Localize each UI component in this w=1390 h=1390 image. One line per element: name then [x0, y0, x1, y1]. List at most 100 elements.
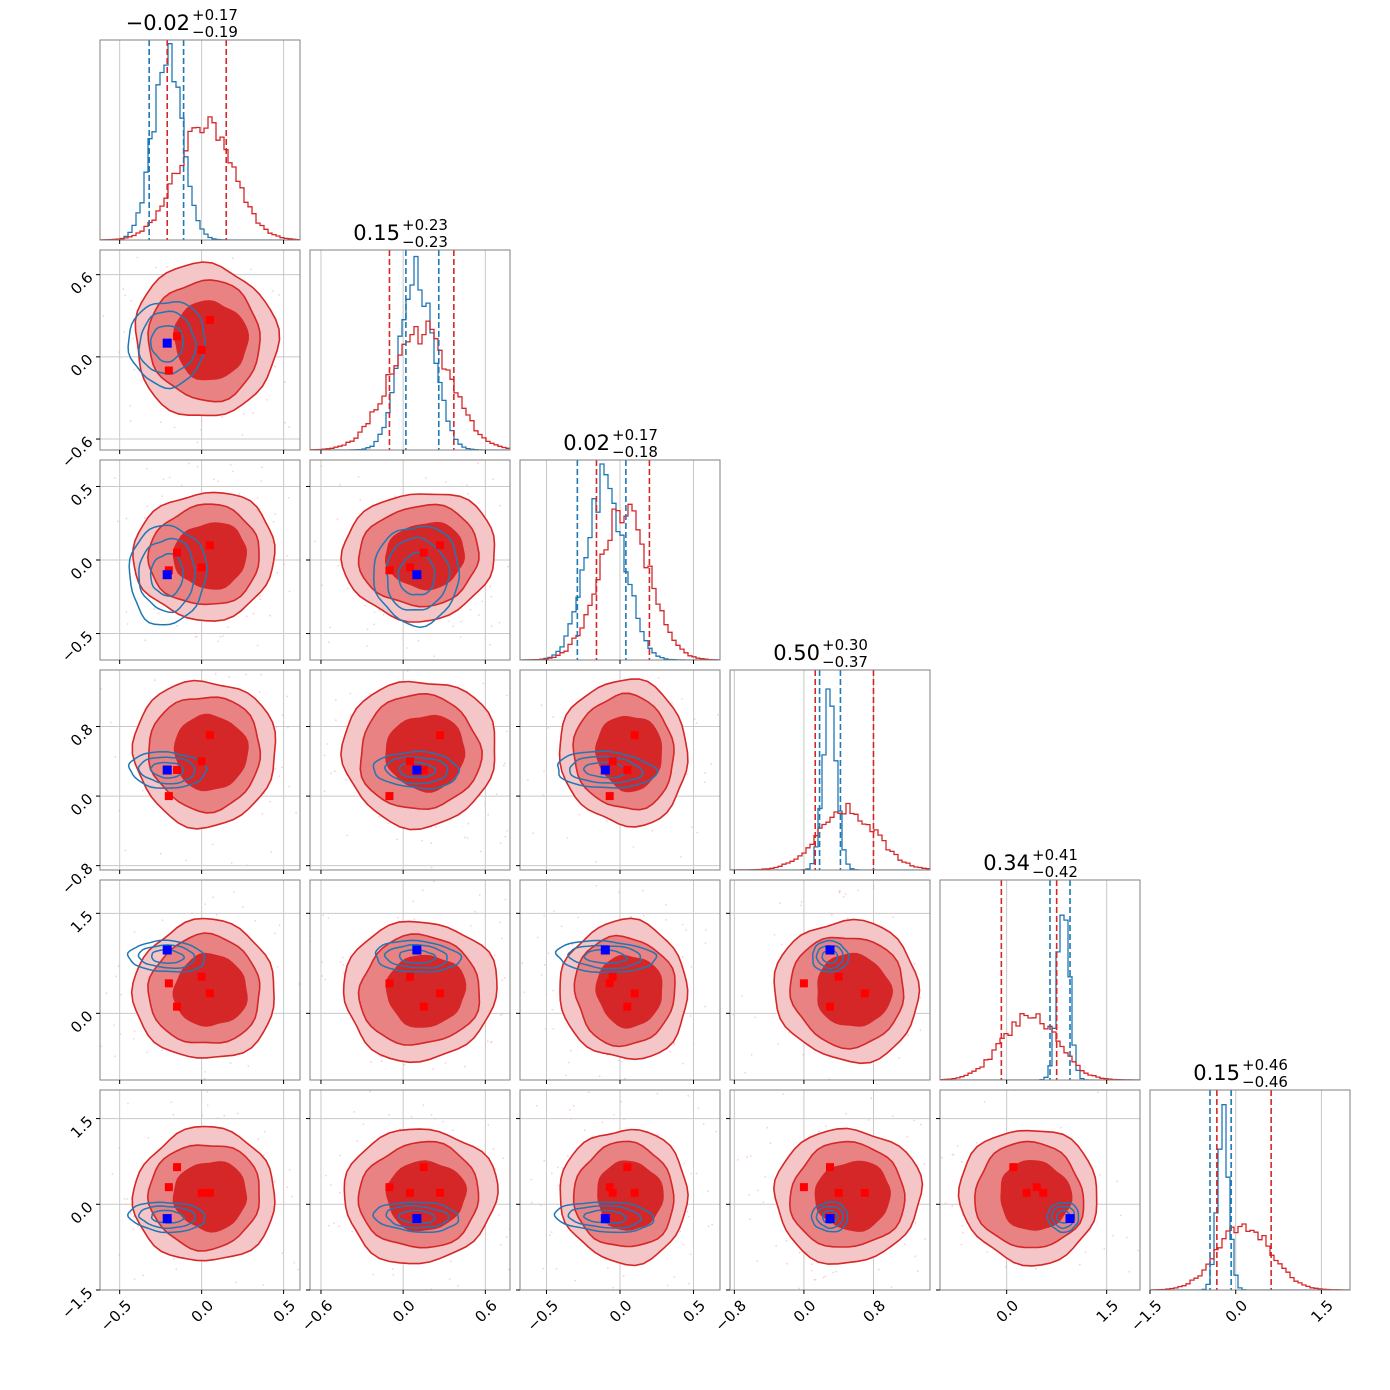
scatter-point [490, 625, 493, 628]
scatter-point [507, 565, 510, 568]
scatter-point [681, 923, 684, 926]
scatter-point [521, 962, 524, 965]
y-tick-label: 0.0 [67, 554, 97, 584]
blue-contour [138, 537, 196, 614]
scatter-point [117, 965, 120, 968]
blue-contour [815, 945, 844, 970]
blue-contour [556, 750, 659, 789]
panel-frame [939, 879, 1141, 1081]
scatter-point [408, 846, 410, 848]
scatter-point [535, 1104, 538, 1107]
scatter-point [161, 919, 164, 922]
scatter-point [528, 781, 530, 783]
scatter-point [330, 1184, 332, 1186]
scatter-point [598, 1075, 601, 1078]
scatter-point [530, 1201, 533, 1204]
scatter-point [305, 838, 307, 840]
param-title-median: 0.02 [563, 431, 610, 455]
scatter-point [448, 1278, 451, 1280]
scatter-point [262, 1154, 265, 1156]
scatter-point [549, 1234, 551, 1236]
scatter-point [180, 1071, 182, 1073]
scatter-point [278, 775, 281, 778]
scatter-point [132, 337, 135, 340]
param-title-minus: −0.46 [1242, 1073, 1288, 1091]
scatter-point [593, 873, 595, 875]
scatter-point [569, 1150, 571, 1152]
scatter-point [176, 625, 179, 627]
red-marker [1032, 1183, 1041, 1192]
scatter-point [450, 1260, 452, 1263]
blue-contour [583, 1209, 627, 1224]
red-marker [799, 979, 808, 988]
scatter-point [384, 1346, 386, 1348]
scatter-point [231, 257, 234, 260]
scatter-point [252, 412, 254, 414]
red-marker [164, 979, 173, 988]
scatter-point [274, 365, 276, 368]
diag-panel-0: −0.02 +0.17−0.19 [99, 6, 301, 244]
scatter-point [979, 979, 981, 981]
scatter-point [394, 495, 397, 498]
panel-3-1 [297, 669, 530, 874]
scatter-point [935, 1011, 937, 1013]
scatter-point [406, 647, 408, 649]
scatter-point [880, 814, 882, 816]
scatter-point [161, 495, 164, 497]
x-tick-label: −0.5 [524, 1296, 562, 1334]
scatter-point [780, 943, 783, 946]
scatter-point [1096, 1091, 1099, 1094]
red-marker [605, 979, 614, 988]
scatter-point [246, 864, 248, 867]
scatter-point [530, 1178, 533, 1181]
scatter-point [275, 726, 278, 728]
scatter-point [907, 1034, 909, 1037]
red-contour-inner [385, 714, 466, 793]
scatter-point [438, 1316, 440, 1318]
scatter-point [305, 762, 307, 764]
panel-frame [99, 879, 301, 1081]
blue-contour [149, 761, 184, 779]
scatter-point [146, 505, 149, 508]
scatter-point [544, 946, 546, 948]
scatter-point [286, 1186, 289, 1189]
panel-frame [99, 669, 301, 871]
x-tick-label: −1.5 [1127, 1296, 1165, 1334]
scatter-point [201, 1114, 204, 1117]
scatter-point [421, 889, 424, 891]
scatter-point [297, 747, 299, 749]
scatter-point [924, 1225, 926, 1227]
scatter-point [219, 635, 222, 638]
scatter-point [230, 862, 233, 864]
scatter-point [292, 531, 294, 533]
scatter-point [123, 330, 125, 333]
scatter-point [532, 832, 534, 835]
scatter-point [839, 889, 841, 892]
scatter-point [567, 1061, 570, 1064]
blue-marker [412, 765, 422, 775]
scatter-point [351, 1230, 354, 1233]
scatter-point [217, 640, 220, 643]
scatter-point [543, 1059, 545, 1061]
scatter-point [160, 421, 162, 423]
scatter-point [512, 558, 514, 560]
scatter-point [986, 1250, 989, 1253]
y-tick-label: 0.6 [67, 268, 97, 298]
scatter-point [754, 1016, 757, 1019]
scatter-point [825, 1125, 827, 1128]
x-tick-label: 0.0 [606, 1296, 636, 1326]
scatter-point [349, 1297, 351, 1299]
scatter-point [114, 1055, 117, 1058]
scatter-point [366, 628, 369, 631]
scatter-point [632, 846, 635, 848]
red-marker [826, 1163, 834, 1172]
red-marker [385, 1183, 394, 1192]
blue-marker [412, 570, 422, 580]
scatter-point [332, 1128, 334, 1130]
scatter-point [273, 1180, 276, 1183]
scatter-point [261, 466, 263, 469]
scatter-point [914, 1222, 917, 1224]
blue-contour [569, 755, 644, 784]
y-tick-label: −0.8 [58, 859, 96, 897]
scatter-point [191, 448, 193, 450]
